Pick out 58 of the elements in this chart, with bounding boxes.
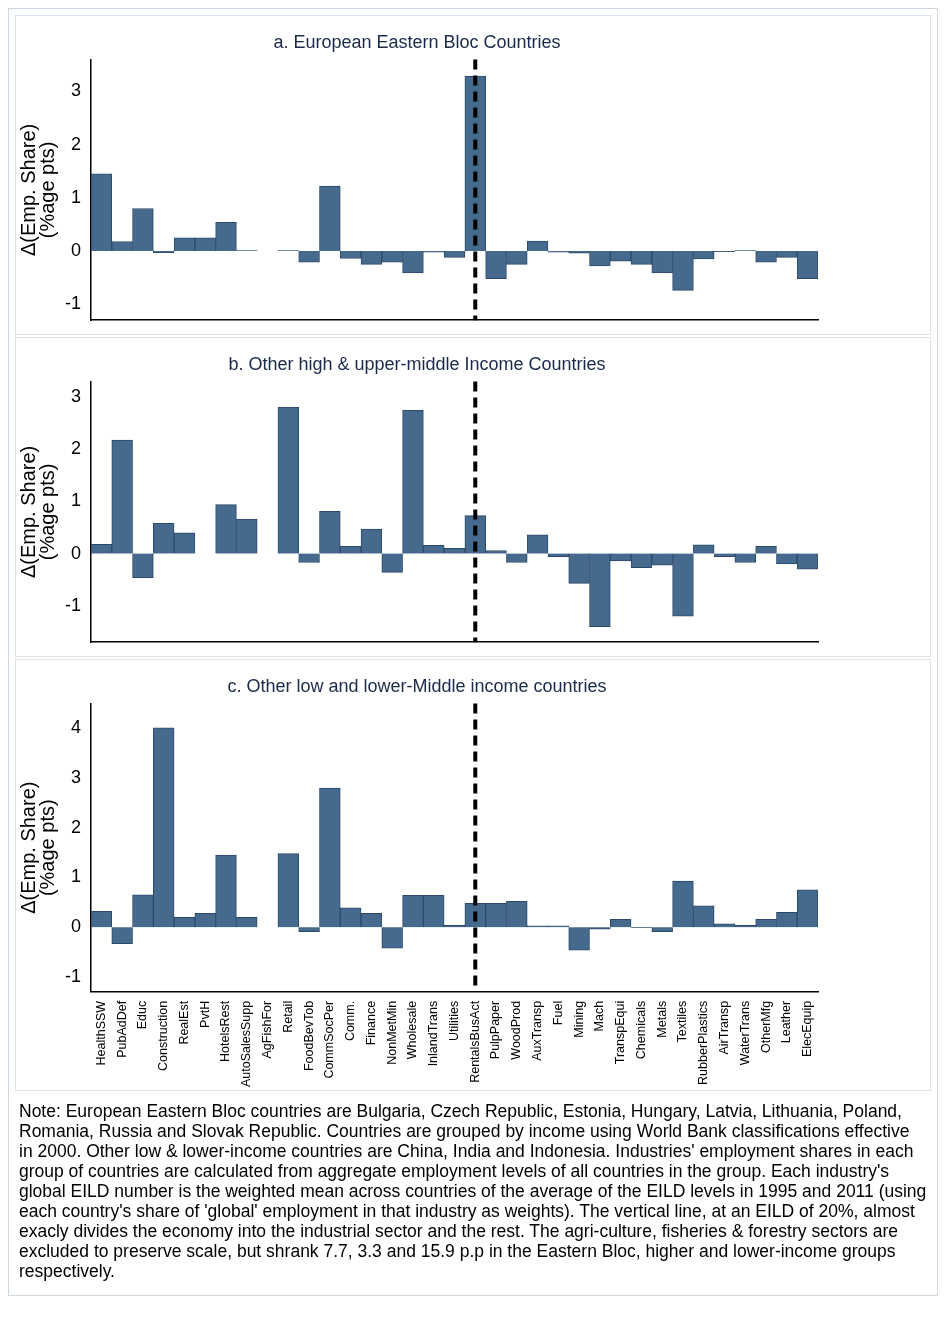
y-axis-title: Δ(Emp. Share) (%age pts) (17, 445, 59, 579)
chart-title: c. Other low and lower-Middle income countries (227, 675, 607, 696)
x-tick-label: Metals (654, 1000, 669, 1038)
y-tick-label: 4 (70, 717, 81, 738)
y-tick-label: 1 (70, 866, 81, 887)
chart-title: b. Other high & upper-middle Income Countries (228, 353, 606, 374)
y-axis-title: Δ(Emp. Share) (%age pts) (17, 123, 59, 257)
x-tick-label: Construction (156, 1000, 171, 1072)
x-tick-label: AutoSalesSupp (239, 1000, 254, 1088)
x-tick-label: Fuel (550, 1000, 565, 1026)
x-tick-label: Mining (571, 1000, 586, 1038)
x-tick-label: PubAdDef (114, 1000, 129, 1058)
x-tick-label: Leather (779, 1000, 794, 1044)
chart-title: a. European Eastern Bloc Countries (273, 31, 561, 52)
x-tick-label: OtherMfg (758, 1000, 773, 1053)
x-tick-label: Mach (592, 1000, 607, 1032)
y-tick-label: -1 (64, 965, 81, 986)
x-tick-label: PulpPaper (488, 1000, 503, 1060)
y-tick-label: 1 (70, 490, 81, 511)
x-tick-label: RealEst (176, 1000, 191, 1045)
x-tick-label: HealthSSW (93, 1000, 108, 1066)
x-tick-label: RubberPlastics (696, 1000, 711, 1085)
y-tick-label: 2 (70, 133, 81, 154)
x-tick-label: Wholesale (405, 1000, 420, 1060)
x-tick-label: Textiles (675, 1000, 690, 1043)
x-tick-label: CommSocPer (322, 1000, 337, 1079)
x-tick-label: ElecEquip (800, 1000, 815, 1058)
y-tick-label: 1 (70, 186, 81, 207)
text: Note: European Eastern Bloc countries are Bulgaria, Czech Republic, Estonia, Hungary, Latvia, Lithuania, Poland, Romania, Russia and Slovak Republic. Countries are grouped by income using World Bank classifications effective in 2000. Other low & lower-income countries are China, India and Indonesia. Industries' employment shares in each group of countries are calculated from aggregate employment levels of all countries in the group. Each industry's global EILD number is the weighted mean across countries of the average of the EILD levels in 1995 and 2011 (using each country's share of 'global' employment in that industry as weights). The vertical line, at an EILD of 20%, almost exacly divides the economy into the industrial sector and the rest. The agri-culture, fisheries & forestry sectors are excluded to preserve scale, but shrank 7.7, 3.3 and 15.9 p.p in the Eastern Bloc, higher and lower-income groups respectively. (19, 1101, 927, 1281)
x-tick-label: RentalsBusAct (467, 1000, 482, 1083)
y-tick-label: 0 (70, 240, 81, 261)
y-tick-label: 2 (70, 816, 81, 837)
x-tick-label: AirTransp (716, 1000, 731, 1055)
x-tick-label: HotelsRest (218, 1000, 233, 1062)
x-tick-label: Chemicals (633, 1000, 648, 1060)
x-tick-label: FoodBevTob (301, 1000, 316, 1072)
x-tick-label: Utilities (446, 1000, 461, 1042)
y-tick-label: 0 (70, 542, 81, 563)
x-tick-label: InlandTrans (426, 1000, 441, 1067)
y-tick-label: 3 (70, 80, 81, 101)
y-tick-label: 3 (70, 386, 81, 407)
x-tick-label: NonMetMin (384, 1000, 399, 1065)
y-tick-label: 0 (70, 916, 81, 937)
y-tick-label: 3 (70, 767, 81, 788)
x-tick-label: AgFishFor (260, 1000, 275, 1059)
x-tick-label: Educ (135, 1000, 150, 1030)
y-tick-label: -1 (64, 293, 81, 314)
x-tick-label: WoodProd (509, 1000, 524, 1060)
y-axis-title: Δ(Emp. Share) (%age pts) (17, 781, 59, 914)
y-tick-label: -1 (64, 594, 81, 615)
x-tick-label: TranspEqui (613, 1000, 628, 1065)
x-tick-label: PvtH (197, 1000, 212, 1028)
x-tick-label: AuxTransp (530, 1000, 545, 1061)
y-tick-label: 2 (70, 438, 81, 459)
x-tick-label: Retail (280, 1000, 295, 1033)
x-tick-label: Comm. (343, 1000, 358, 1042)
x-tick-label: Finance (363, 1000, 378, 1046)
x-tick-label: WaterTrans (737, 1000, 752, 1066)
